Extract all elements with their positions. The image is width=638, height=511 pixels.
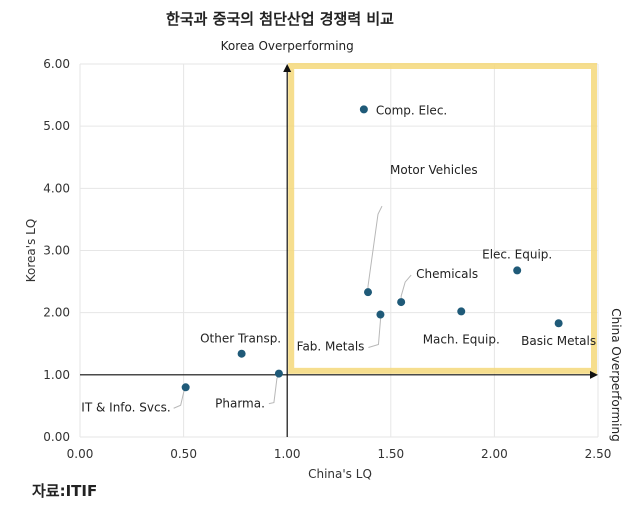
y-tick-label: 6.00	[43, 57, 70, 71]
point-label: IT & Info. Svcs.	[81, 400, 170, 414]
y-tick-label: 1.00	[43, 368, 70, 382]
data-point	[274, 369, 283, 378]
point-label: Elec. Equip.	[482, 247, 552, 261]
y-axis-title: Korea's LQ	[24, 219, 38, 283]
x-tick-label: 0.00	[67, 447, 94, 461]
x-tick-label: 2.00	[481, 447, 508, 461]
tick-labels: 0.00 0.50 1.00 1.50 2.00 2.50 0.00 1.00 2.00 3.00…	[43, 57, 611, 461]
data-point	[554, 319, 563, 328]
y-tick-label: 5.00	[43, 119, 70, 133]
data-point	[359, 105, 368, 114]
source-note: 자료:ITIF	[32, 482, 98, 500]
point-label: Chemicals	[416, 267, 478, 281]
x-tick-label: 2.50	[585, 447, 612, 461]
chart-title: 한국과 중국의 첨단산업 경쟁력 비교	[166, 10, 394, 28]
quadrant-label-korea: Korea Overperforming	[221, 39, 354, 53]
data-point	[237, 349, 246, 358]
y-tick-label: 3.00	[43, 244, 70, 258]
arrow-right-icon	[590, 370, 598, 379]
x-tick-label: 0.50	[170, 447, 197, 461]
data-point	[457, 307, 466, 316]
point-label: Motor Vehicles	[390, 163, 478, 177]
data-point	[364, 288, 373, 297]
reference-axes	[80, 64, 598, 437]
y-tick-label: 0.00	[43, 430, 70, 444]
arrow-up-icon	[283, 64, 292, 72]
point-label: Fab. Metals	[297, 340, 365, 354]
data-point	[397, 298, 406, 307]
data-point	[376, 310, 385, 319]
leader-line	[400, 274, 412, 303]
leader-line	[367, 205, 383, 293]
point-labels: Comp. Elec. Motor Vehicles Chemicals Elec. …	[81, 103, 596, 414]
x-axis-title: China's LQ	[308, 467, 372, 481]
x-tick-label: 1.00	[274, 447, 301, 461]
data-point	[181, 383, 190, 392]
y-tick-label: 4.00	[43, 181, 70, 195]
y-tick-label: 2.00	[43, 306, 70, 320]
quadrant-label-china: China Overperforming	[609, 308, 623, 441]
data-point	[513, 266, 522, 275]
x-tick-label: 1.50	[377, 447, 404, 461]
point-label: Comp. Elec.	[376, 103, 447, 117]
data-points	[181, 105, 563, 392]
highlight-region-group	[288, 63, 597, 374]
point-label: Pharma.	[215, 397, 265, 411]
point-label: Basic Metals	[521, 334, 596, 348]
leader-line	[368, 314, 381, 349]
highlight-region	[288, 63, 597, 374]
leader-line	[268, 373, 280, 405]
point-label: Other Transp.	[200, 332, 281, 346]
point-label: Mach. Equip.	[423, 332, 500, 346]
